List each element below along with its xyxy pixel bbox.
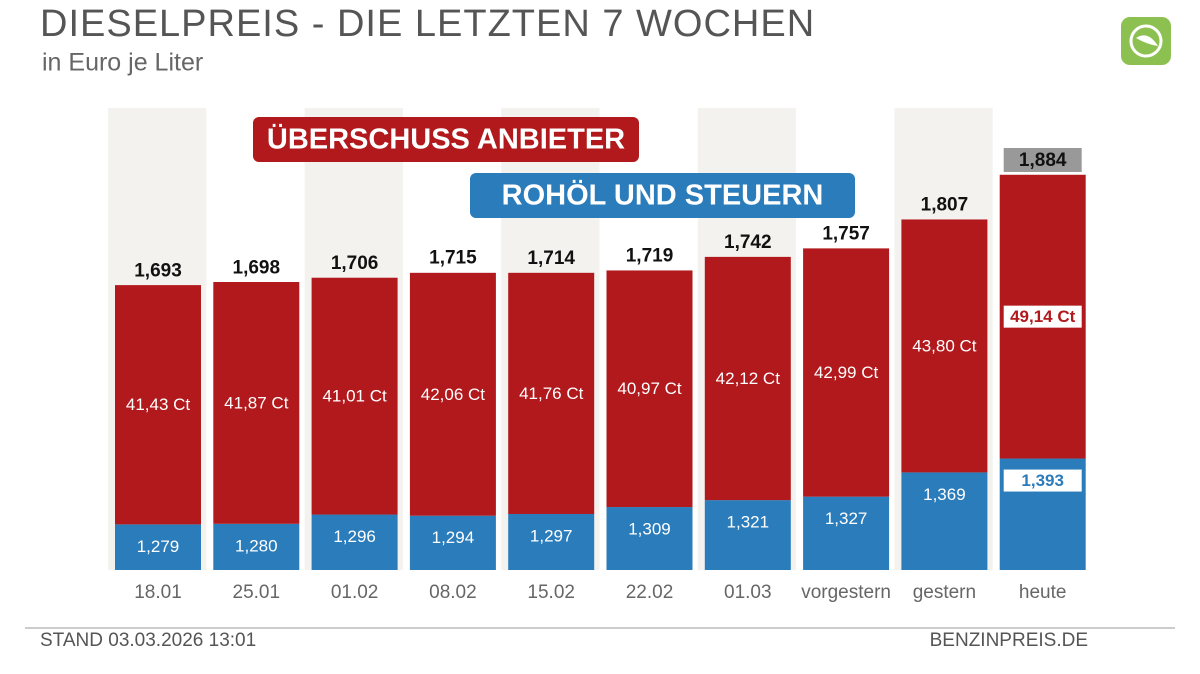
value-label: 1,327 [825,509,868,528]
value-label: 41,01 Ct [322,387,387,406]
x-tick-label: vorgestern [801,582,891,603]
bar-segment [409,515,496,570]
value-label: 43,80 Ct [912,336,977,355]
bar-segment [311,514,398,570]
footer-source: BENZINPREIS.DE [930,630,1088,651]
bar-segment [508,272,595,514]
value-label: 42,12 Ct [716,369,781,388]
bar-segment [606,507,693,570]
total-label: 1,719 [626,245,674,266]
x-tick-label: 22.02 [626,582,674,603]
total-box [1003,147,1082,172]
legend-label: ÜBERSCHUSS ANBIETER [267,123,625,156]
value-label: 1,369 [923,485,966,504]
total-label: 1,757 [822,223,870,244]
legend-box [470,173,855,218]
label-box [1003,305,1082,328]
bar-segment [115,524,201,570]
value-label: 1,279 [137,537,180,556]
bar-segment [704,256,791,501]
total-label: 1,807 [921,194,969,215]
value-label: 1,393 [1021,471,1064,490]
value-label: 41,76 Ct [519,384,584,403]
total-label: 1,714 [527,248,575,269]
bar-segment [901,472,988,570]
value-label: 1,296 [333,527,376,546]
bar-segment [213,523,300,570]
total-label: 1,742 [724,232,772,253]
value-label: 49,14 Ct [1010,307,1076,326]
x-tick-label: gestern [913,582,976,603]
bar-segment [508,513,595,570]
logo [1121,17,1171,65]
x-tick-label: 01.03 [724,582,772,603]
legend-box [253,117,639,162]
value-label: 41,43 Ct [126,395,191,414]
footer-date: STAND 03.03.2026 13:01 [40,630,256,651]
value-label: 1,321 [727,513,770,532]
bar-segment [803,248,890,497]
x-tick-label: 01.02 [331,582,379,603]
bar-segment [409,272,496,516]
x-tick-label: 25.01 [233,582,281,603]
total-label: 1,698 [233,257,281,278]
total-label: 1,715 [429,248,477,269]
x-tick-label: heute [1019,582,1067,603]
x-tick-label: 08.02 [429,582,477,603]
bar-segment [606,270,693,508]
x-tick-label: 18.01 [134,582,182,603]
value-label: 41,87 Ct [224,393,289,412]
bar-segment [704,500,791,570]
label-box [1003,469,1082,492]
x-tick-label: 15.02 [527,582,575,603]
value-label: 1,280 [235,536,278,555]
bar-segment [803,496,890,570]
chart-subtitle: in Euro je Liter [42,49,203,77]
bar-segment [213,282,300,524]
bar-segment [901,219,988,473]
chart-title: DIESELPREIS - DIE LETZTEN 7 WOCHEN [40,3,815,45]
value-label: 1,309 [628,520,671,539]
bar-segment [311,277,398,515]
bar-segment [115,285,201,525]
value-label: 40,97 Ct [617,379,682,398]
value-label: 42,99 Ct [814,363,879,382]
total-label: 1,706 [331,253,379,274]
total-label: 1,884 [1019,150,1067,171]
value-label: 1,297 [530,526,573,545]
total-label: 1,693 [134,260,182,281]
value-label: 1,294 [432,528,475,547]
value-label: 42,06 Ct [421,385,486,404]
legend-label: ROHÖL UND STEUERN [502,179,824,212]
